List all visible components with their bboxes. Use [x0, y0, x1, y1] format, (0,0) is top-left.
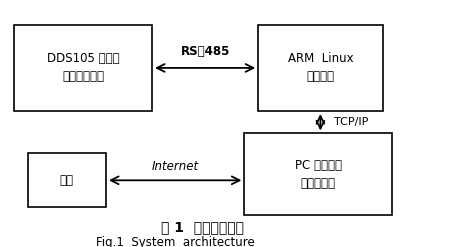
Text: Fig.1  System  architecture: Fig.1 System architecture [96, 236, 254, 247]
Bar [244, 133, 392, 215]
Bar [14, 25, 152, 111]
Bar [28, 153, 106, 207]
Text: TCP/IP: TCP/IP [334, 117, 369, 127]
Text: Internet: Internet [152, 160, 199, 173]
Bar [258, 25, 383, 111]
Text: DDS105 型单相
电子式电能表: DDS105 型单相 电子式电能表 [47, 52, 119, 83]
Text: PC 机终端及
网站服务器: PC 机终端及 网站服务器 [295, 159, 342, 190]
Text: 图 1  系统结构框图: 图 1 系统结构框图 [161, 220, 244, 234]
Text: RS－485: RS－485 [180, 45, 230, 58]
Text: 用户: 用户 [60, 174, 74, 187]
Text: ARM  Linux
开发平台: ARM Linux 开发平台 [288, 52, 353, 83]
